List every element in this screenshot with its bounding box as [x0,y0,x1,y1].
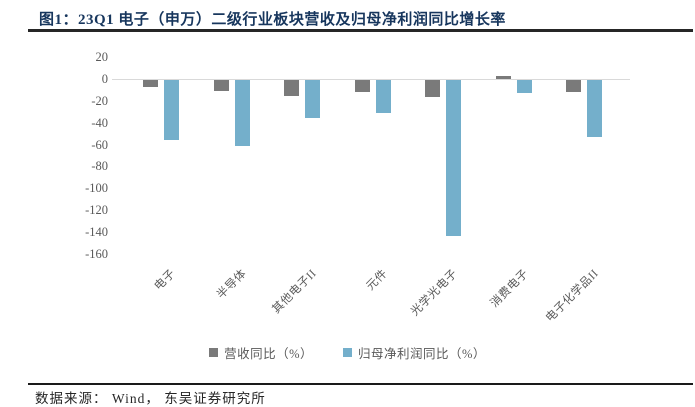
legend-swatch-icon [209,348,219,357]
revenue-bar-光学光电子 [425,80,440,98]
profit-bar-电子 [164,80,179,141]
profit-bar-电子化学品II [587,80,602,137]
y-axis-tick: -140 [85,224,108,239]
revenue-bar-消费电子 [495,75,511,79]
revenue-bar-电子化学品II [566,80,581,92]
chart-legend: 营收同比（%） 归母净利润同比（%） [0,343,695,362]
y-axis-tick: -20 [91,93,108,108]
y-axis-tick: 20 [95,50,109,65]
revenue-bar-元件 [354,80,370,92]
x-axis-label-元件: 元件 [363,267,390,293]
profit-bar-其他电子II [305,80,320,119]
legend-swatch-icon [343,348,352,357]
footer-divider [28,383,693,385]
x-axis-label-电子化学品II: 电子化学品II [543,267,601,325]
y-axis-tick: -100 [85,181,108,196]
y-axis-tick: -120 [85,203,108,218]
x-axis-label-光学光电子: 光学光电子 [409,267,460,319]
data-source-note: 数据来源： Wind， 东吴证券研究所 [35,391,266,406]
profit-bar-光学光电子 [446,80,461,237]
revenue-bar-电子 [143,80,158,87]
legend-label: 营收同比（%） [224,347,313,361]
y-axis-tick: -80 [91,159,108,174]
profit-bar-元件 [375,80,391,113]
revenue-bar-半导体 [213,80,229,91]
zero-axis-line [112,78,630,80]
x-axis-label-半导体: 半导体 [214,267,249,302]
revenue-bar-其他电子II [284,80,299,97]
y-axis-tick: 0 [101,72,108,86]
profit-bar-消费电子 [516,80,532,94]
figure-title: 图1：23Q1 电子（申万）二级行业板块营收及归母净利润同比增长率 [39,12,506,28]
bar-chart: 20 0 -20 -40 -60 -80 -100 -120 -140 -160 电子 半导体 其他电… [0,40,695,370]
x-axis-label-消费电子: 消费电子 [488,267,531,310]
profit-bar-半导体 [234,80,250,146]
legend-item-profit: 归母净利润同比（%） [343,343,486,362]
legend-label: 归母净利润同比（%） [358,347,486,361]
x-axis-label-电子: 电子 [152,267,178,293]
legend-item-revenue: 营收同比（%） [209,343,313,362]
y-axis-tick: -60 [91,137,108,152]
y-axis-tick: -160 [85,246,108,261]
title-divider [28,29,693,32]
y-axis-tick: -40 [91,115,108,130]
x-axis-label-其他电子II: 其他电子II [270,267,319,317]
